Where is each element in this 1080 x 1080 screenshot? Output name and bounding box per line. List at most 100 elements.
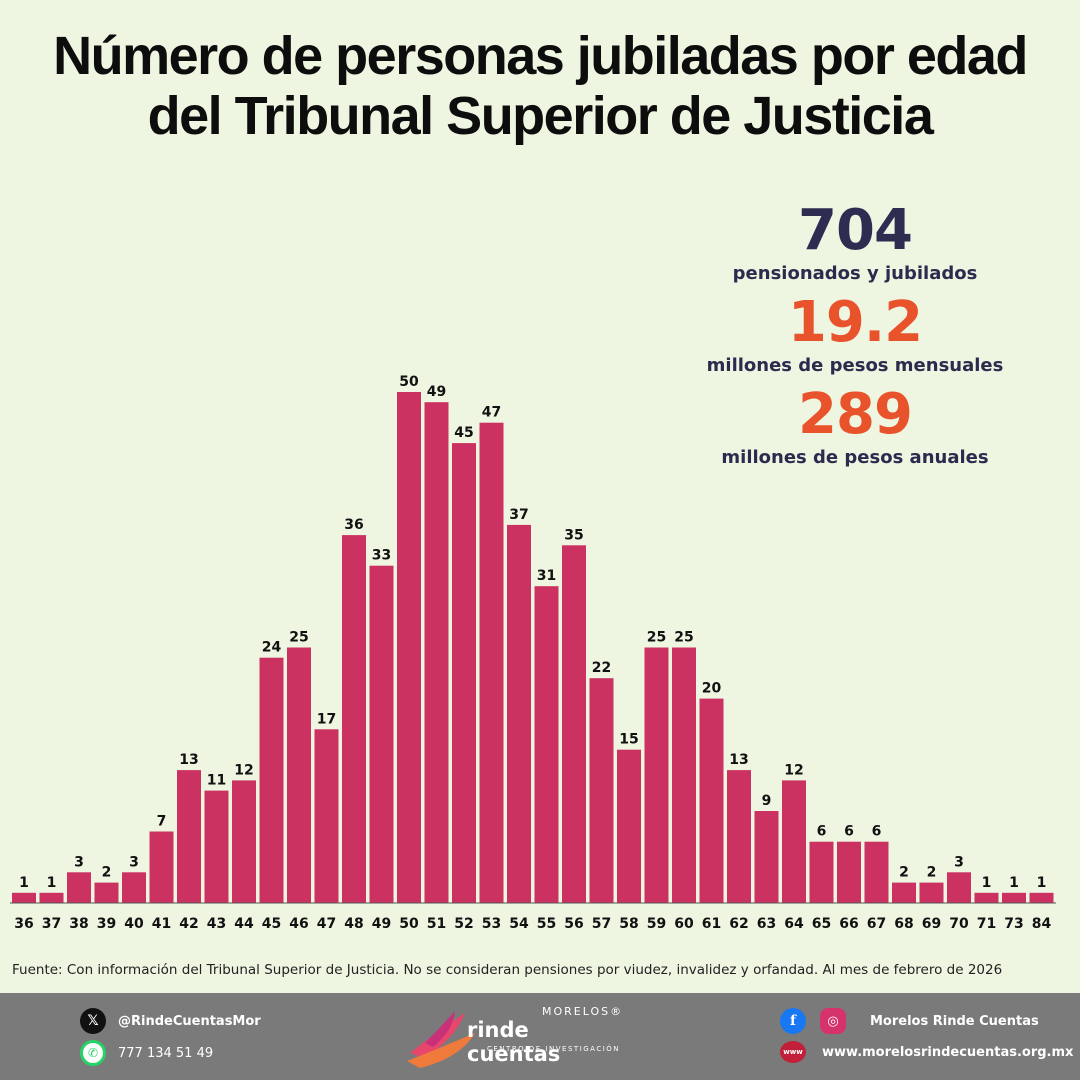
bar-66	[837, 841, 861, 903]
facebook-icon[interactable]: f	[780, 1008, 806, 1034]
bar-40	[122, 872, 146, 903]
whatsapp-icon: ✆	[80, 1040, 106, 1066]
tick-label-36: 36	[14, 916, 33, 932]
bar-71	[974, 892, 999, 903]
data-label-69: 2	[927, 865, 937, 881]
www-icon: www	[780, 1041, 806, 1063]
tick-label-57: 57	[592, 916, 611, 932]
bar-43	[204, 790, 229, 903]
data-label-71: 1	[982, 875, 992, 891]
bar-67	[864, 841, 889, 903]
social-links: f ◎ Morelos Rinde Cuentas	[780, 1008, 1039, 1034]
data-label-45: 24	[262, 640, 282, 656]
data-label-41: 7	[157, 814, 167, 830]
tick-label-43: 43	[207, 916, 226, 932]
data-label-53: 47	[482, 405, 501, 421]
tick-label-45: 45	[262, 916, 281, 932]
bar-54	[507, 524, 531, 903]
stat-annual: 289 millones de pesos anuales	[700, 384, 1010, 470]
tick-label-48: 48	[344, 916, 363, 932]
data-label-47: 17	[317, 711, 336, 727]
data-label-39: 2	[102, 865, 112, 881]
website-link[interactable]: www www.morelosrindecuentas.org.mx	[780, 1041, 1073, 1063]
tick-label-46: 46	[289, 916, 308, 932]
tick-label-39: 39	[97, 916, 116, 932]
tick-label-73: 73	[1004, 916, 1023, 932]
data-label-56: 35	[564, 527, 583, 543]
website-url: www.morelosrindecuentas.org.mx	[822, 1044, 1074, 1060]
tick-label-55: 55	[537, 916, 556, 932]
tick-label-61: 61	[702, 916, 721, 932]
x-icon: 𝕏	[80, 1008, 106, 1034]
bar-59	[644, 647, 669, 903]
tick-label-51: 51	[427, 916, 446, 932]
bar-69	[919, 882, 944, 903]
bar-46	[287, 647, 311, 903]
bar-62	[727, 770, 751, 903]
tick-label-64: 64	[784, 916, 804, 932]
tick-label-84: 84	[1032, 916, 1052, 932]
logo-main-text: rinde cuentas	[467, 1018, 561, 1066]
tick-label-66: 66	[839, 916, 858, 932]
tick-label-69: 69	[922, 916, 941, 932]
bar-56	[562, 545, 586, 903]
title-line-1: Número de personas jubiladas por edad	[53, 26, 1028, 86]
data-label-43: 11	[207, 773, 226, 789]
tick-label-56: 56	[564, 916, 583, 932]
data-label-68: 2	[899, 865, 909, 881]
logo-sub-text: CENTRO DE INVESTIGACIÓN	[487, 1045, 621, 1053]
bar-65	[809, 841, 834, 903]
whatsapp-contact[interactable]: ✆ 777 134 51 49	[80, 1040, 213, 1066]
bar-53	[479, 422, 504, 903]
data-label-40: 3	[129, 854, 139, 870]
data-label-65: 6	[817, 824, 827, 840]
data-label-46: 25	[289, 630, 308, 646]
bar-37	[39, 892, 64, 903]
tick-label-60: 60	[674, 916, 694, 932]
data-label-61: 20	[702, 681, 722, 697]
data-label-37: 1	[47, 875, 57, 891]
bar-61	[699, 698, 724, 903]
tick-label-44: 44	[234, 916, 254, 932]
data-label-49: 33	[372, 548, 391, 564]
data-label-52: 45	[454, 425, 473, 441]
bar-42	[177, 770, 201, 903]
tick-label-59: 59	[647, 916, 666, 932]
tick-label-53: 53	[482, 916, 501, 932]
stat-total-value: 704	[798, 198, 913, 263]
data-label-70: 3	[954, 854, 964, 870]
data-label-64: 12	[784, 762, 803, 778]
bar-36	[12, 892, 36, 903]
data-label-55: 31	[537, 568, 556, 584]
bar-64	[782, 780, 806, 903]
twitter-contact[interactable]: 𝕏 @RindeCuentasMor	[80, 1008, 261, 1034]
social-name: Morelos Rinde Cuentas	[870, 1013, 1039, 1029]
bar-70	[947, 872, 971, 903]
bar-47	[314, 729, 339, 903]
footer: 𝕏 @RindeCuentasMor ✆ 777 134 51 49 MOREL…	[0, 993, 1080, 1080]
tick-label-65: 65	[812, 916, 831, 932]
data-label-59: 25	[647, 630, 666, 646]
tick-label-42: 42	[179, 916, 198, 932]
data-label-51: 49	[427, 384, 446, 400]
logo-top-text: MORELOS®	[542, 1005, 624, 1018]
logo: MORELOS® rinde cuentas CENTRO DE INVESTI…	[405, 999, 625, 1074]
bar-50	[397, 392, 421, 903]
tick-label-62: 62	[729, 916, 748, 932]
title-line-2: del Tribunal Superior de Justicia	[147, 86, 934, 146]
stat-total-label: pensionados y jubilados	[732, 263, 978, 284]
data-label-73: 1	[1009, 875, 1019, 891]
bar-52	[452, 443, 476, 903]
bar-84	[1029, 892, 1054, 903]
data-label-36: 1	[19, 875, 29, 891]
tick-label-70: 70	[949, 916, 969, 932]
data-label-62: 13	[729, 752, 748, 768]
tick-label-37: 37	[42, 916, 61, 932]
stat-annual-value: 289	[798, 382, 913, 447]
whatsapp-number: 777 134 51 49	[118, 1045, 214, 1061]
bar-58	[617, 749, 641, 903]
bar-39	[94, 882, 119, 903]
tick-label-47: 47	[317, 916, 336, 932]
instagram-icon[interactable]: ◎	[820, 1008, 846, 1034]
data-label-44: 12	[234, 762, 253, 778]
